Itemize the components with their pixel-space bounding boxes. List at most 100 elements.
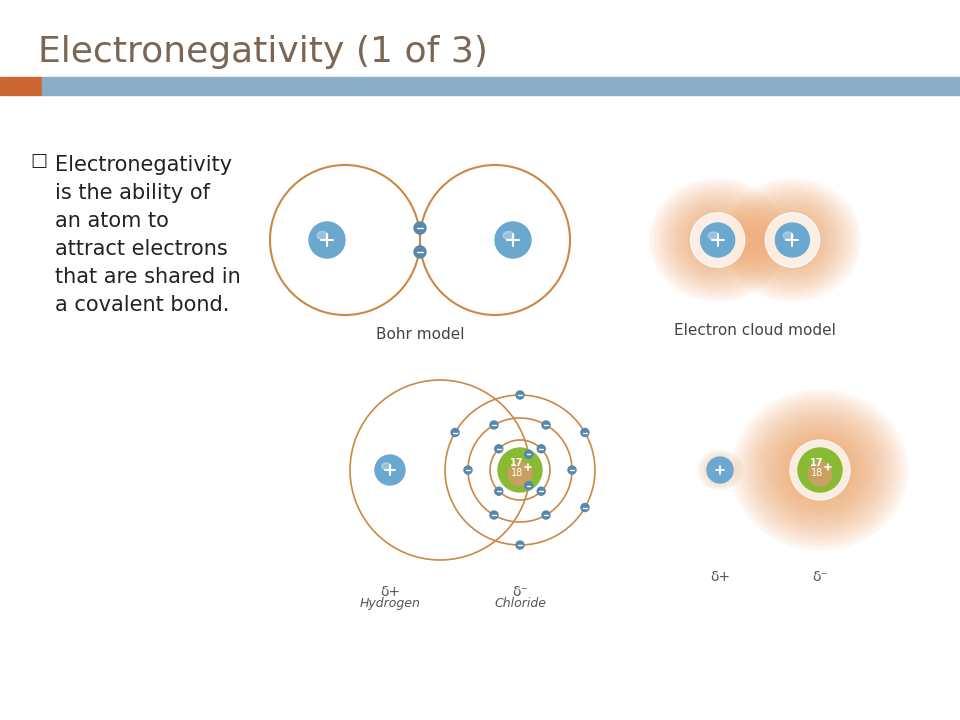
Ellipse shape [738,395,902,544]
Ellipse shape [706,457,734,483]
Ellipse shape [714,465,726,475]
Ellipse shape [709,461,731,479]
Ellipse shape [716,467,724,473]
Ellipse shape [719,469,721,471]
Circle shape [420,165,570,315]
Ellipse shape [732,186,852,294]
Ellipse shape [803,454,837,486]
Circle shape [808,462,832,486]
Ellipse shape [725,179,860,301]
Ellipse shape [705,456,735,484]
Ellipse shape [709,233,726,248]
Text: Electronegativity (1 of 3): Electronegativity (1 of 3) [38,35,488,69]
Text: Electron cloud model: Electron cloud model [674,323,836,338]
Ellipse shape [794,446,847,494]
Ellipse shape [753,409,887,531]
Ellipse shape [715,466,725,474]
Circle shape [524,451,533,459]
Ellipse shape [707,230,729,250]
Ellipse shape [735,189,850,292]
Ellipse shape [668,196,767,284]
Text: that are shared in: that are shared in [55,267,241,287]
Ellipse shape [783,232,793,240]
Text: □: □ [30,152,47,170]
Circle shape [524,482,533,490]
Ellipse shape [677,203,758,276]
Ellipse shape [690,213,745,267]
Text: δ+: δ+ [710,570,730,584]
Text: 18: 18 [811,468,823,478]
Text: attract electrons: attract electrons [55,239,228,259]
Ellipse shape [693,218,742,262]
Ellipse shape [797,449,844,491]
Ellipse shape [744,400,897,539]
Circle shape [581,503,588,511]
Ellipse shape [747,403,894,536]
Ellipse shape [708,459,732,481]
Ellipse shape [741,194,844,287]
Bar [42,77,960,95]
Ellipse shape [709,459,731,481]
Circle shape [542,421,550,429]
Circle shape [542,511,550,519]
Ellipse shape [781,436,858,505]
Circle shape [516,541,524,549]
Ellipse shape [317,231,328,240]
Ellipse shape [708,232,718,240]
Circle shape [495,222,531,258]
Ellipse shape [708,460,732,480]
Circle shape [309,222,345,258]
Circle shape [494,487,503,495]
Ellipse shape [808,459,831,481]
Ellipse shape [790,440,850,500]
Ellipse shape [765,215,820,264]
Ellipse shape [752,203,833,276]
Ellipse shape [699,451,741,489]
Ellipse shape [776,430,864,510]
Circle shape [464,466,472,474]
Circle shape [538,445,545,453]
Ellipse shape [687,213,748,267]
Ellipse shape [761,417,878,523]
Ellipse shape [805,456,834,483]
Circle shape [776,223,809,257]
Ellipse shape [770,425,870,516]
Ellipse shape [787,235,798,245]
Text: δ⁻: δ⁻ [812,570,828,584]
Ellipse shape [701,453,739,487]
Ellipse shape [743,196,841,284]
Ellipse shape [768,218,817,262]
Circle shape [516,391,524,399]
Bar [0,77,42,95]
Text: 17: 17 [511,458,524,468]
Ellipse shape [755,206,830,274]
Text: Chloride: Chloride [494,597,546,610]
Ellipse shape [784,233,801,248]
Circle shape [270,165,420,315]
Ellipse shape [700,452,740,488]
Ellipse shape [674,201,761,279]
Ellipse shape [757,208,828,272]
Ellipse shape [791,444,850,497]
Ellipse shape [759,211,825,269]
Ellipse shape [680,206,756,274]
Circle shape [451,428,459,436]
Text: 18: 18 [511,468,523,478]
Ellipse shape [712,463,728,477]
Ellipse shape [735,392,905,547]
Ellipse shape [382,463,391,469]
Ellipse shape [746,199,839,282]
Ellipse shape [764,419,876,521]
Ellipse shape [696,220,739,260]
Text: a covalent bond.: a covalent bond. [55,295,229,315]
Ellipse shape [683,208,753,272]
Ellipse shape [704,228,732,252]
Ellipse shape [650,179,785,301]
Ellipse shape [712,235,723,245]
Ellipse shape [730,184,855,297]
Circle shape [707,457,733,483]
Ellipse shape [711,462,729,478]
Circle shape [538,487,545,495]
Ellipse shape [671,199,764,282]
Ellipse shape [707,458,733,482]
